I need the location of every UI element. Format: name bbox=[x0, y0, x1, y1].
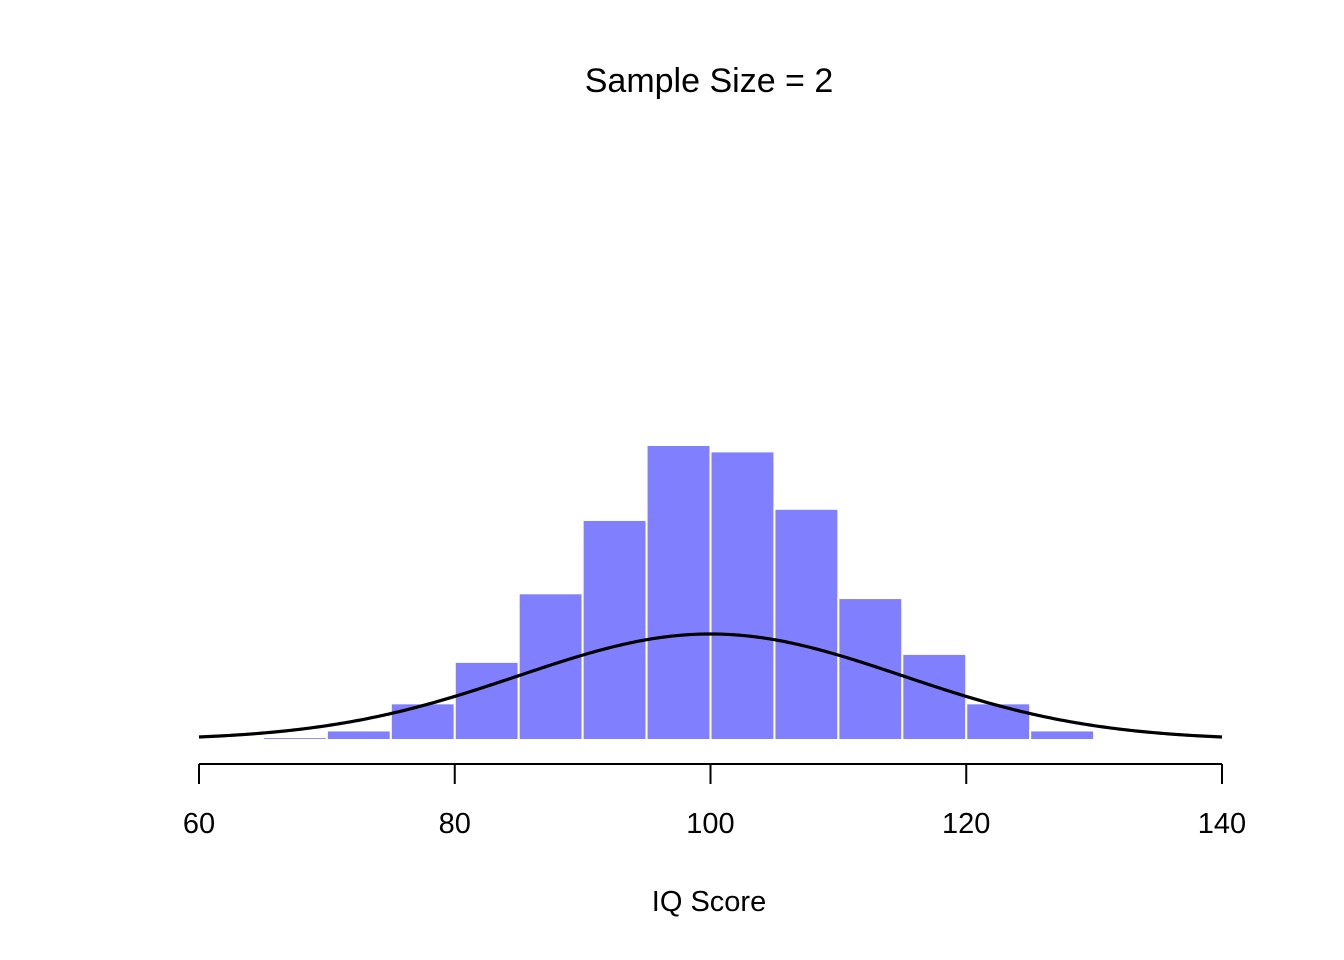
histogram-bar bbox=[1029, 729, 1096, 742]
histogram-bar bbox=[581, 518, 648, 741]
chart-title: Sample Size = 2 bbox=[585, 62, 834, 100]
histogram-bar bbox=[901, 652, 968, 742]
histogram-bar bbox=[773, 507, 840, 741]
normal-density-curve bbox=[198, 632, 1223, 739]
x-tick-label: 140 bbox=[1198, 808, 1246, 840]
x-tick-label: 60 bbox=[183, 808, 215, 840]
histogram-bar bbox=[709, 450, 776, 741]
x-axis: 60 80 100 120 140 bbox=[183, 763, 1246, 840]
histogram-bar bbox=[645, 444, 712, 741]
histogram-bar bbox=[965, 702, 1032, 742]
histogram-bar bbox=[325, 729, 392, 742]
histogram-bar bbox=[453, 660, 520, 741]
histogram-bar bbox=[261, 736, 328, 741]
histogram-bar bbox=[837, 597, 904, 741]
x-tick-label: 80 bbox=[439, 808, 471, 840]
x-tick-label: 100 bbox=[686, 808, 734, 840]
x-axis-title: IQ Score bbox=[652, 886, 766, 918]
x-tick-label: 120 bbox=[942, 808, 990, 840]
histogram-bar bbox=[389, 702, 456, 742]
